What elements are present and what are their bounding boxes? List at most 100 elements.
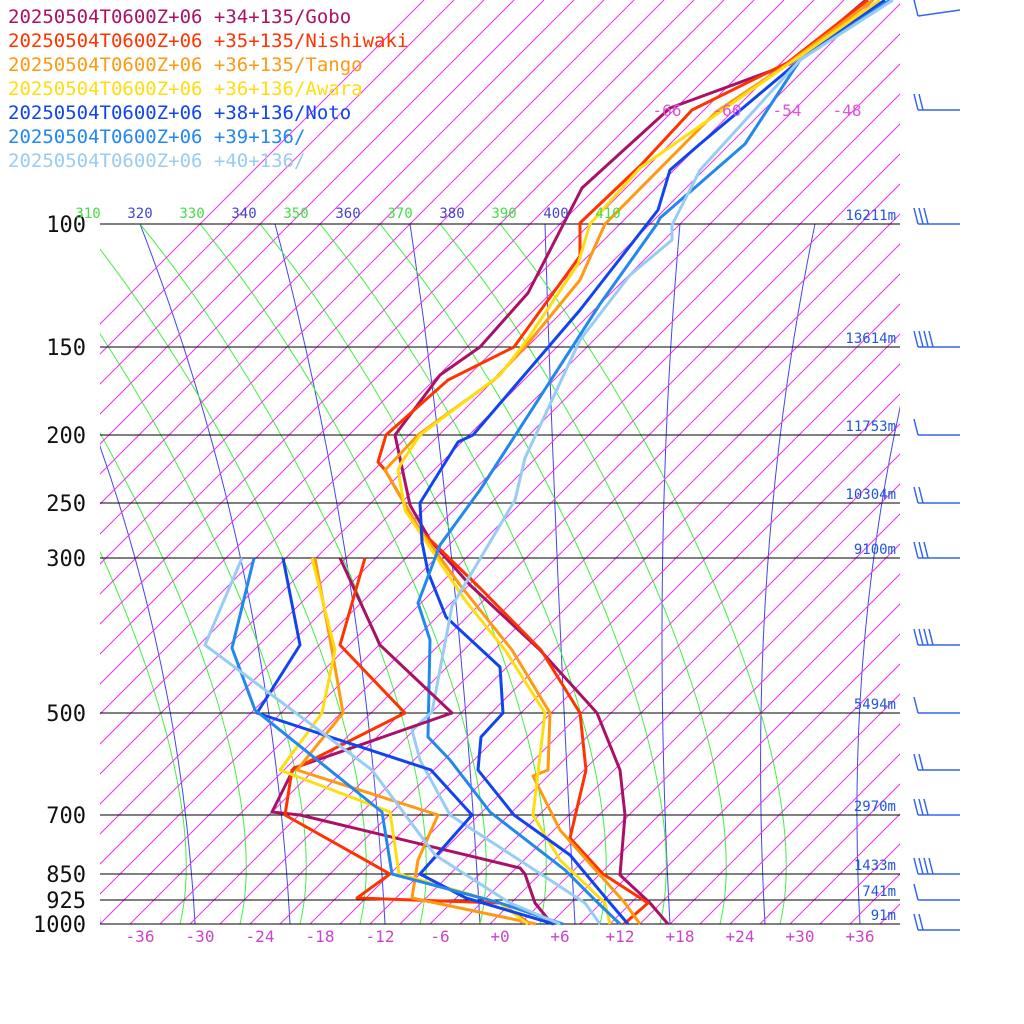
wind-barb-flag <box>918 486 924 504</box>
isotherm-line <box>100 0 785 685</box>
dewpoint-profile-line <box>203 557 561 926</box>
wind-barb-flag <box>918 798 924 816</box>
height-label: 10304m <box>845 487 896 503</box>
isotherm-line <box>940 0 1024 924</box>
wind-barb <box>913 753 960 771</box>
theta-label: 400 <box>543 206 568 222</box>
temperature-profile-line <box>410 0 894 925</box>
wind-barb-flag <box>918 913 924 931</box>
wind-barb-flag <box>923 857 929 875</box>
wind-barb-flag <box>913 883 919 901</box>
isotherm-line <box>249 273 900 924</box>
height-label: 91m <box>871 908 896 924</box>
isotherm-line <box>369 393 900 924</box>
dewpoint-profile-line <box>255 557 555 926</box>
wind-barb-flag <box>913 628 919 646</box>
legend-entry: 20250504T0600Z+06 +35+135/Nishiwaki <box>8 30 408 52</box>
isotherm-line <box>100 123 900 924</box>
wind-barbs <box>913 0 961 931</box>
wind-barb-flag <box>923 207 929 225</box>
pressure-label: 150 <box>46 336 86 361</box>
isotherm-line <box>549 573 900 924</box>
isotherm-line <box>100 0 725 625</box>
isotherm-line <box>100 0 755 655</box>
temperature-tick-label: +6 <box>550 927 569 946</box>
isotherm-line <box>100 0 875 775</box>
isotherm-line <box>100 0 545 445</box>
grid-clip <box>100 224 1024 924</box>
isotherm-line <box>970 0 1024 924</box>
wind-barb-flag <box>928 330 934 348</box>
wind-barb-flag <box>923 628 929 646</box>
wind-barb <box>913 798 960 816</box>
isotherm-line <box>429 453 900 924</box>
pressure-label: 100 <box>46 213 86 238</box>
height-label: 5494m <box>854 697 896 713</box>
wind-barb-flag <box>923 330 929 348</box>
wind-barb-flag <box>913 330 919 348</box>
dry-adiabat-line <box>953 224 1024 924</box>
pressure-label: 300 <box>46 547 86 572</box>
theta-label: 380 <box>439 206 464 222</box>
moist-adiabat-line <box>100 333 307 924</box>
dry-adiabat-line <box>760 224 816 924</box>
temperature-tick-label: -36 <box>126 927 155 946</box>
upper-temperature-label: -48 <box>833 101 862 120</box>
isotherm-line <box>100 0 575 475</box>
moist-adiabat-line <box>100 550 187 924</box>
grid-layer <box>100 0 1024 925</box>
legend-entry: 20250504T0600Z+06 +34+135/Gobo <box>8 6 351 28</box>
isotherm-line <box>309 333 900 924</box>
wind-barb-flag <box>913 696 919 714</box>
wind-barb <box>913 93 960 111</box>
height-label: 11753m <box>845 419 896 435</box>
isotherm-line <box>279 303 900 924</box>
wind-barb <box>913 486 960 504</box>
temperature-tick-label: -6 <box>430 927 449 946</box>
dewpoint-profile-line <box>283 557 531 926</box>
temperature-tick-label: +30 <box>786 927 815 946</box>
theta-label: 410 <box>595 206 620 222</box>
moist-adiabat-line <box>499 224 787 924</box>
pressure-label: 250 <box>46 492 86 517</box>
isotherm-line <box>459 483 900 924</box>
wind-barb-flag <box>918 628 924 646</box>
temperature-profile-line <box>416 0 891 926</box>
moist-adiabat-line <box>100 432 247 924</box>
wind-barb-flag <box>928 628 934 646</box>
wind-barb-flag <box>918 857 924 875</box>
wind-barb <box>913 913 960 931</box>
legend: 20250504T0600Z+06 +34+135/Gobo20250504T0… <box>8 6 408 172</box>
theta-label: 390 <box>491 206 516 222</box>
wind-barb-flag <box>913 913 919 931</box>
isotherm-line <box>639 663 900 924</box>
wind-barb-flag <box>913 0 919 17</box>
dry-adiabat-line <box>856 405 900 924</box>
wind-barb-flag <box>913 207 919 225</box>
temperature-tick-label: +24 <box>726 927 755 946</box>
temperature-profile-line <box>376 0 869 926</box>
pressure-label: 200 <box>46 424 86 449</box>
wind-barb-flag <box>918 330 924 348</box>
dewpoint-profile-line <box>278 557 529 926</box>
temperature-tick-label: -24 <box>246 927 275 946</box>
wind-barb-flag <box>918 541 924 559</box>
isotherm-line <box>100 0 425 325</box>
height-label: 2970m <box>854 799 896 815</box>
moist-adiabat-line <box>319 224 607 924</box>
theta-label: 370 <box>387 206 412 222</box>
legend-entry: 20250504T0600Z+06 +36+135/Tango <box>8 54 363 76</box>
isotherm-line <box>699 723 900 924</box>
height-label: 13614m <box>845 331 896 347</box>
pressure-label: 500 <box>46 702 86 727</box>
temperature-profile-line <box>396 0 881 925</box>
wind-barb-flag <box>913 857 919 875</box>
dry-adiabat-line <box>661 224 681 924</box>
upper-temperature-label: -60 <box>713 101 742 120</box>
temperature-tick-label: +18 <box>666 927 695 946</box>
upper-temperature-label: -66 <box>653 101 682 120</box>
wind-barb-flag <box>913 93 919 111</box>
temperature-profile-line <box>383 0 874 925</box>
theta-label: 350 <box>283 206 308 222</box>
